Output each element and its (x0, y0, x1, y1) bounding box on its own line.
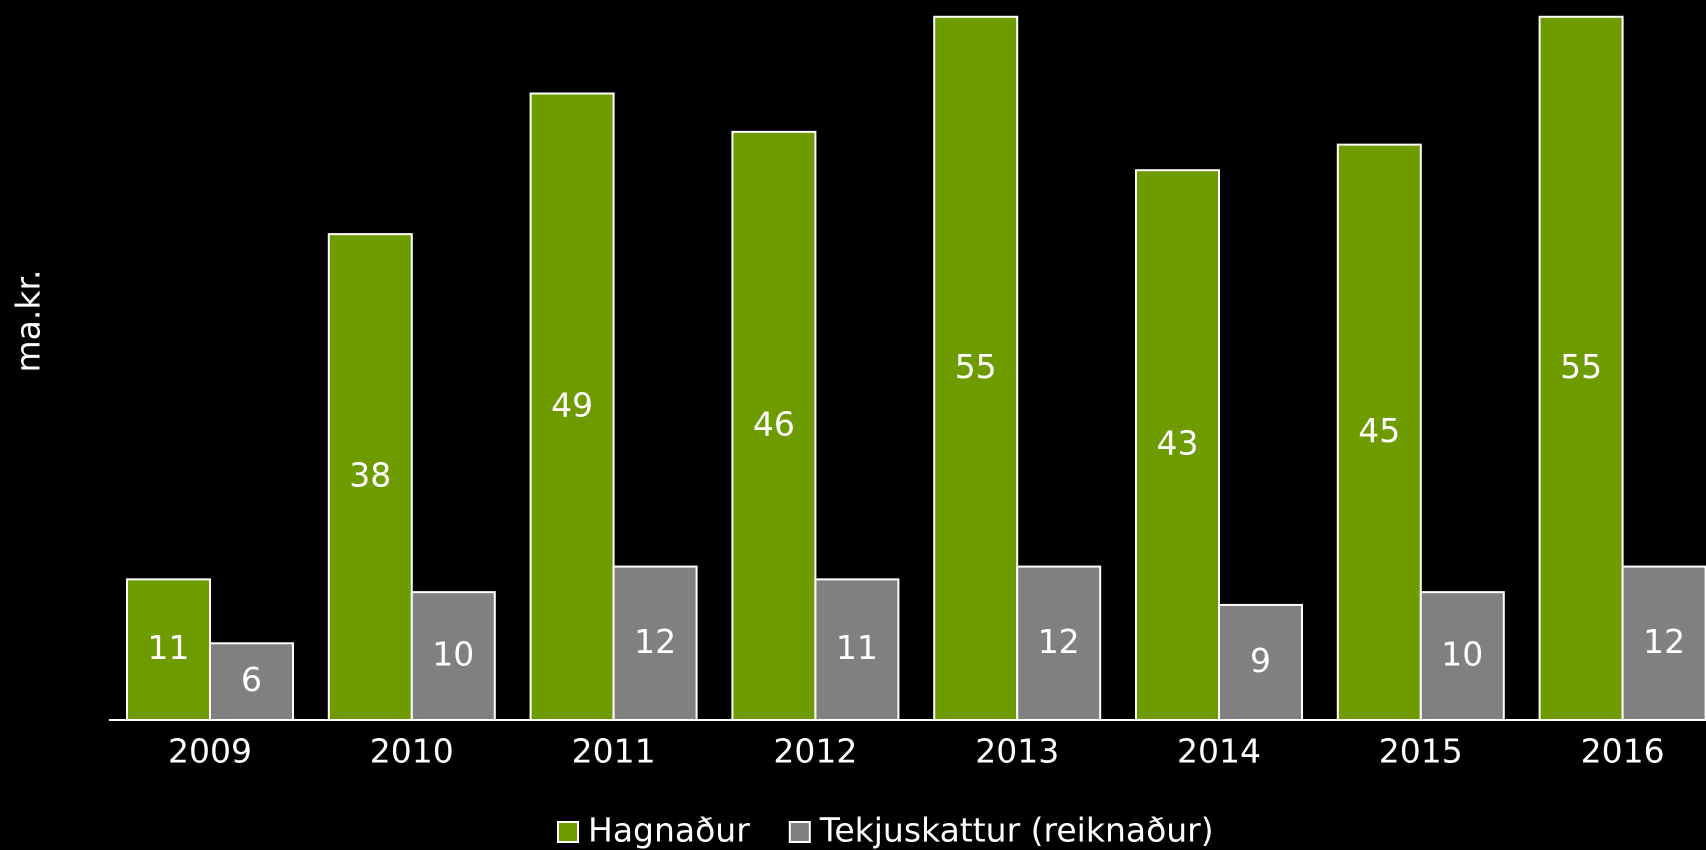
bar (612, 565, 698, 721)
data-label: 11 (836, 628, 878, 667)
data-label: 10 (432, 635, 474, 674)
x-tick-label: 2015 (1379, 732, 1463, 771)
x-tick-label: 2009 (168, 732, 252, 771)
data-label: 12 (1038, 622, 1080, 661)
legend-label: Tekjuskattur (reiknaður) (819, 811, 1214, 850)
data-label: 55 (1560, 347, 1602, 386)
data-label: 11 (148, 628, 190, 667)
data-label: 12 (1643, 622, 1685, 661)
bar (1419, 591, 1505, 722)
x-tick-label: 2010 (370, 732, 454, 771)
x-tick-label: 2011 (572, 732, 656, 771)
bar (410, 591, 496, 722)
data-label: 12 (634, 622, 676, 661)
bar (1016, 565, 1102, 721)
legend-label: Hagnaður (588, 811, 750, 850)
x-tick-label: 2016 (1581, 732, 1665, 771)
x-tick-label: 2014 (1177, 732, 1261, 771)
bar (209, 642, 294, 721)
bar (814, 578, 900, 721)
data-label: 6 (241, 660, 262, 699)
x-tick-label: 2013 (975, 732, 1059, 771)
bar (1621, 565, 1706, 721)
bar (1135, 169, 1220, 721)
bar (529, 92, 615, 721)
bar (1218, 603, 1303, 722)
bar (1336, 143, 1422, 721)
legend-marker (788, 821, 811, 843)
bar (1538, 15, 1624, 722)
y-axis-label: ma.kr. (9, 270, 48, 373)
data-label: 9 (1250, 641, 1271, 680)
data-label: 45 (1358, 411, 1400, 450)
legend-marker (557, 821, 579, 843)
bar (327, 233, 413, 721)
bar (126, 578, 211, 721)
data-label: 10 (1441, 635, 1483, 674)
data-label: 43 (1157, 424, 1199, 463)
x-tick-label: 2012 (773, 732, 857, 771)
data-label: 38 (349, 456, 391, 495)
data-label: 49 (551, 385, 593, 424)
data-label: 46 (753, 404, 795, 443)
data-label: 55 (955, 347, 997, 386)
